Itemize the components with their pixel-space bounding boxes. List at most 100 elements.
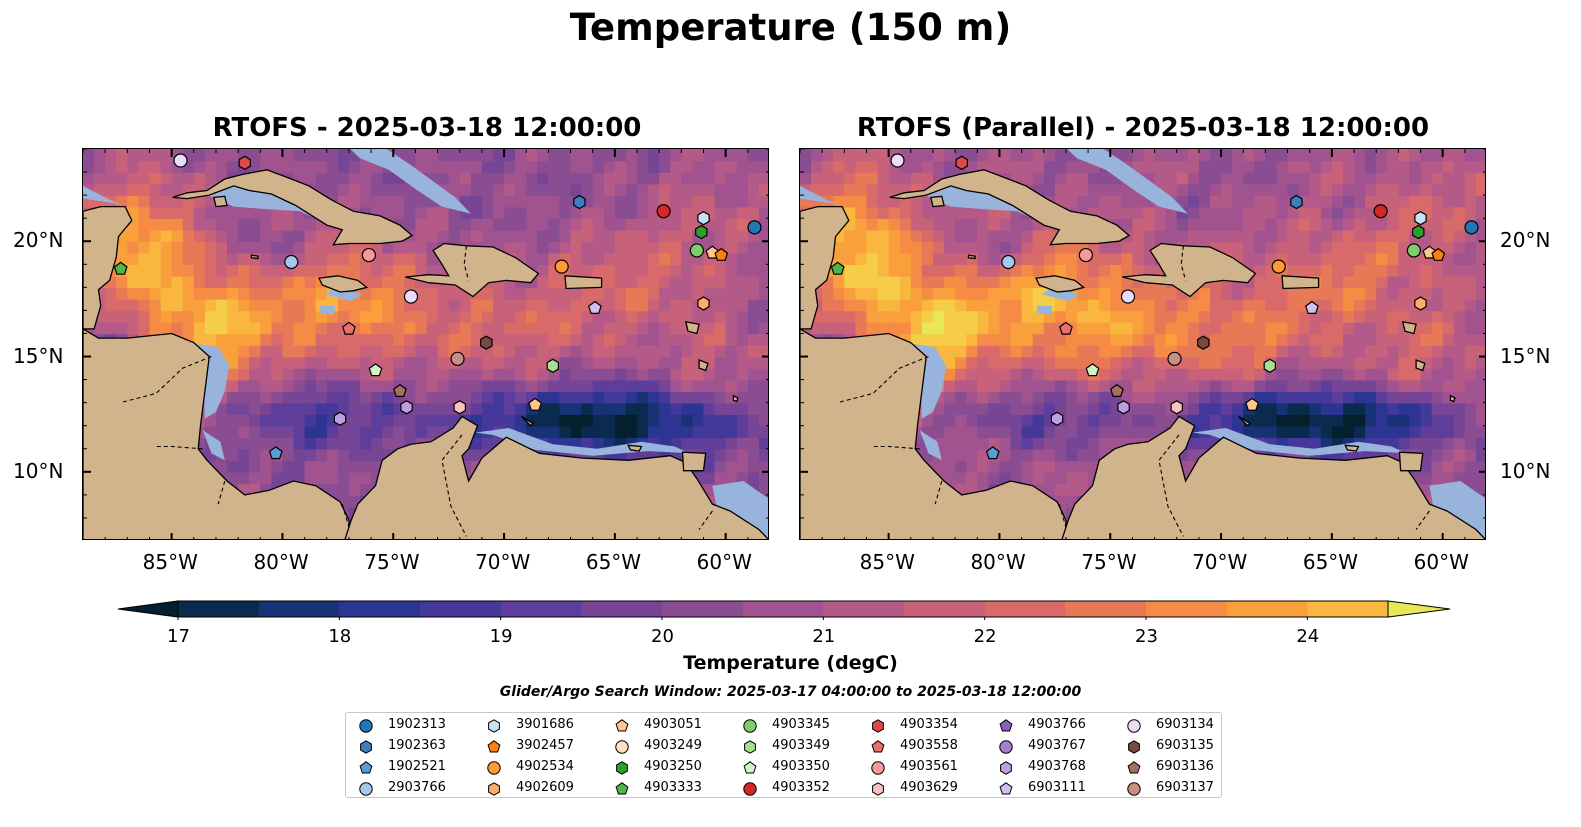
legend-label: 4903766 [1028, 717, 1086, 732]
legend-label: 6903135 [1156, 738, 1214, 753]
float-marker-4903558 [1059, 321, 1073, 335]
land-puerto-rico [1281, 275, 1320, 290]
float-marker-4903349 [1263, 358, 1276, 373]
float-marker-6903134 [403, 289, 419, 304]
y-tick-label-left: 10°N [13, 458, 64, 483]
legend-label: 4903333 [644, 780, 702, 795]
float-marker-4903354 [238, 155, 251, 170]
colorbar-extend-low [117, 600, 179, 618]
legend-marker [999, 719, 1013, 732]
legend-label: 3902457 [516, 738, 574, 753]
y-tick-label-right: 20°N [1500, 228, 1551, 253]
float-marker-6903134 [173, 153, 188, 168]
shallow-venezuela [1192, 428, 1417, 458]
legend-marker [359, 761, 373, 774]
legend-label: 6903111 [1028, 780, 1086, 795]
float-marker-6903135 [480, 335, 493, 350]
float-marker-4903250 [695, 224, 708, 240]
legend-marker [615, 740, 629, 754]
land-jamaica [1035, 275, 1086, 293]
legend-marker [359, 782, 373, 796]
colorbar-bin [178, 601, 260, 617]
legend-marker [1127, 761, 1141, 774]
float-marker-3901686 [1414, 211, 1427, 226]
float-marker-6903134 [890, 153, 905, 168]
legend-marker [488, 782, 500, 796]
shallow-bahamas [350, 149, 471, 214]
x-tick-label: 65°W [585, 550, 642, 574]
colorbar-bin [581, 601, 663, 617]
land-trinidad [681, 451, 707, 472]
shallow-water [800, 149, 1485, 539]
shallow-guianas [712, 481, 768, 539]
legend-marker [487, 761, 501, 775]
search-window-text: Glider/Argo Search Window: 2025-03-17 04… [499, 684, 1082, 700]
float-marker-4903333 [113, 261, 128, 275]
float-marker-4903350 [1085, 363, 1100, 377]
land-margarita [1344, 444, 1360, 452]
colorbar-tick-label: 21 [812, 626, 836, 647]
land-trinidad [1398, 451, 1424, 472]
shallow-cuba-south [202, 185, 336, 229]
land-curacao [521, 415, 534, 427]
legend-label: 4903352 [772, 780, 830, 795]
shallow-yucatan [83, 185, 121, 205]
land-curacao [1238, 415, 1251, 427]
map-panel-rtofs [82, 148, 769, 540]
land-hispaniola [405, 242, 540, 298]
colorbar [117, 600, 1451, 620]
float-marker-2903766 [284, 254, 299, 270]
legend-label: 6903134 [1156, 717, 1214, 732]
float-marker-1902363 [573, 194, 586, 210]
colorbar-tick-label: 22 [973, 626, 997, 647]
legend-label: 4903249 [644, 738, 702, 753]
land-south-america [344, 415, 768, 539]
legend-marker [616, 761, 628, 775]
legend-marker [872, 719, 884, 733]
legend-label: 4903051 [644, 717, 702, 732]
colorbar-bin [1226, 601, 1308, 617]
land [83, 169, 768, 539]
panel-right-title: RTOFS (Parallel) - 2025-03-18 12:00:00 [856, 113, 1430, 143]
legend-marker [360, 740, 372, 754]
x-tick-label: 85°W [859, 550, 915, 574]
colorbar-tick-label: 17 [167, 626, 190, 647]
float-marker-1902521 [985, 446, 1000, 460]
float-marker-4903629 [1170, 400, 1183, 415]
land-isla-juventud [929, 195, 945, 208]
colorbar-tick-label: 24 [1296, 626, 1320, 647]
land-cuba [172, 169, 414, 246]
legend-label: 4903767 [1028, 738, 1086, 753]
colorbar-bin [984, 601, 1066, 617]
y-tick-label-left: 20°N [13, 228, 64, 253]
x-tick-label: 75°W [1081, 550, 1137, 574]
x-tick-label: 70°W [475, 550, 531, 574]
legend-label: 4903350 [772, 759, 830, 774]
x-tick-label: 80°W [970, 550, 1026, 574]
float-marker-4903768 [1050, 411, 1064, 426]
map-panel-rtofs-parallel [799, 148, 1486, 540]
y-tick-label-left: 15°N [13, 343, 64, 368]
float-marker-3902457 [1431, 247, 1446, 261]
float-marker-4903561 [361, 247, 376, 263]
float-marker-4903561 [1078, 247, 1093, 263]
legend-label: 6903136 [1156, 759, 1214, 774]
legend-label: 4903354 [900, 717, 958, 732]
x-tick-label: 60°W [1413, 550, 1469, 574]
rtofs-parallel-map [800, 149, 1485, 539]
colorbar-extend-high [1387, 600, 1451, 618]
legend-marker [743, 761, 757, 774]
float-marker-6903135 [1197, 335, 1210, 350]
x-tick-label: 70°W [1192, 550, 1248, 574]
colorbar-bin [1146, 601, 1228, 617]
legend-label: 4903345 [772, 717, 830, 732]
legend-label: 3901686 [516, 717, 574, 732]
float-marker-4903345 [689, 243, 704, 258]
float-marker-6903111 [1304, 300, 1319, 314]
legend-marker [359, 719, 373, 733]
legend-marker [615, 782, 629, 795]
float-marker-4903768 [1117, 400, 1130, 415]
land-hispaniola [1122, 242, 1257, 298]
land-central-america [83, 328, 350, 539]
float-marker-4902534 [1271, 259, 1286, 274]
